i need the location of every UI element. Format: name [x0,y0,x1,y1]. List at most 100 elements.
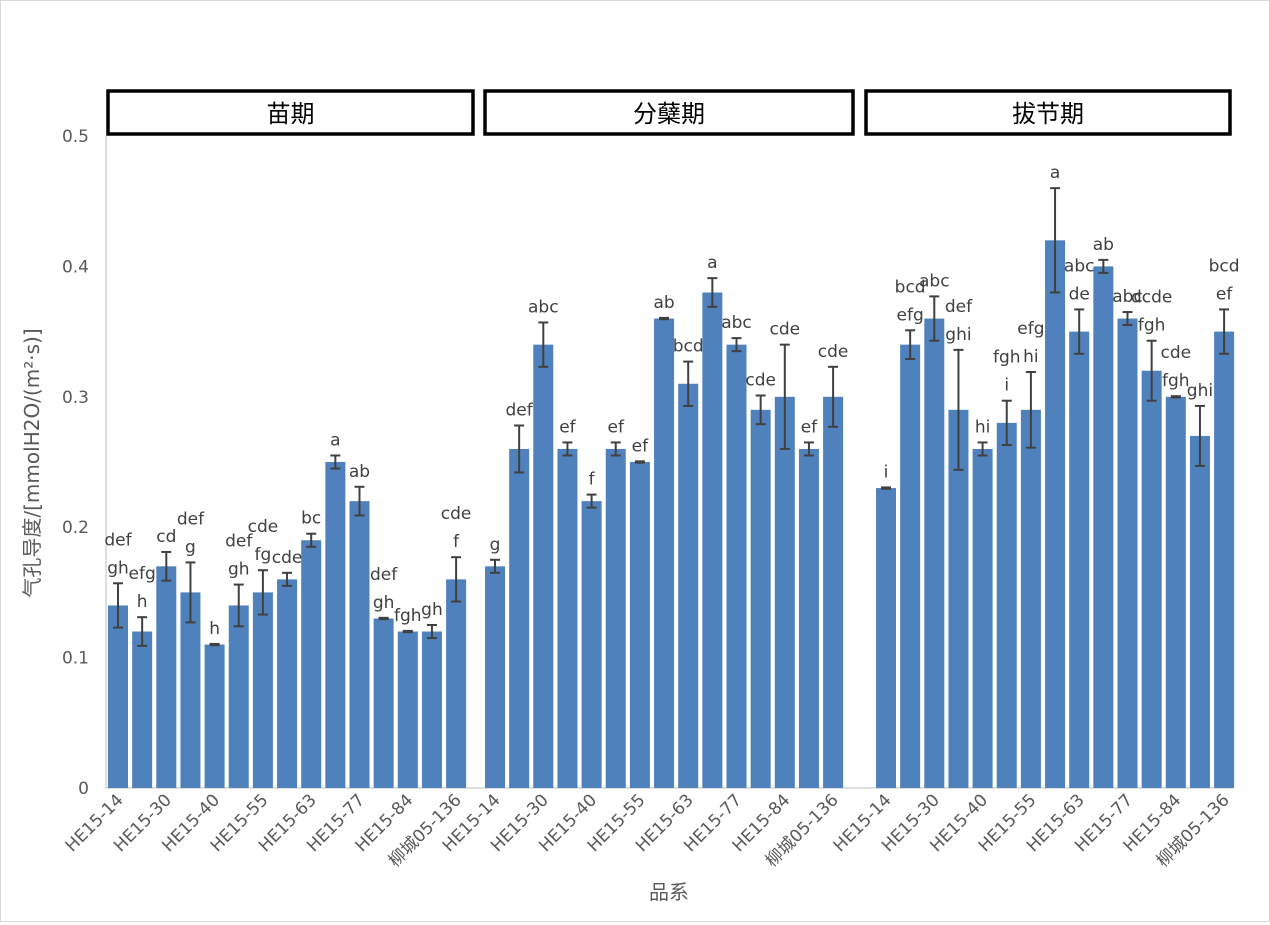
significance-label: def [506,400,534,420]
significance-label: ef [608,417,625,437]
y-tick-label: 0.2 [62,518,89,538]
significance-label: fg [255,545,272,565]
bar [1045,240,1066,788]
bar [774,396,795,788]
significance-label: fgh [993,348,1021,368]
bar [108,605,128,788]
significance-label: cde [272,548,303,568]
bar [156,566,177,788]
bar [876,488,896,788]
bar [509,448,530,788]
significance-label: abc [919,271,950,291]
bar [726,344,747,788]
bar [996,422,1017,788]
significance-label: ef [559,417,576,437]
significance-label: ab [349,462,370,482]
panel-header-box [106,89,475,136]
significance-label: f [589,470,596,490]
bar [325,462,346,788]
significance-label: bcd [1209,256,1240,276]
panel-header-title: 分蘖期 [633,100,705,128]
significance-label: ghi [1187,381,1213,401]
significance-label: cd [156,527,176,547]
significance-label: a [707,253,717,273]
significance-label: abc [1112,287,1143,307]
bar [277,579,298,788]
y-tick-label: 0.4 [62,257,89,277]
significance-label: ef [632,436,649,456]
significance-label: ghi [945,325,971,345]
bar [1165,396,1186,788]
bar [750,409,771,788]
significance-label: gh [228,560,250,580]
significance-label: i [1004,376,1009,396]
bar [1117,318,1138,788]
significance-label: h [209,619,220,639]
significance-label: fgh [1162,371,1190,391]
panel-header-box [864,89,1232,136]
significance-label: efg [129,564,156,584]
bar [798,448,819,788]
y-tick-label: 0.3 [62,388,89,408]
significance-label: bc [301,509,321,529]
significance-label: cde [818,342,849,362]
significance-label: cde [745,370,776,390]
bar [1214,331,1235,788]
bar [252,592,273,788]
significance-label: abc [721,313,752,333]
panel-header-box [483,89,855,136]
bar [533,344,554,788]
error-bars [113,187,1230,647]
panel-header-title: 拔节期 [1012,100,1084,128]
significance-label: de [1069,284,1090,304]
significance-label: gh [373,593,395,613]
bar [373,618,394,788]
bar [629,462,650,788]
y-tick-label: 0.5 [62,127,89,147]
significance-label: bcd [895,277,926,297]
significance-label: cde [441,504,472,524]
significance-label: hi [1023,347,1039,367]
bar [702,292,723,788]
significance-label: ab [1093,235,1114,255]
significance-label: a [1050,163,1060,183]
bars [108,240,1235,788]
significance-label: abc [528,297,559,317]
y-tick-label: 0 [78,779,89,799]
significance-label: efg [897,305,924,325]
bar [900,344,921,788]
significance-label: g [490,535,501,555]
significance-label: def [370,565,398,585]
bar [654,318,675,788]
bar [581,501,602,788]
bar [228,605,249,788]
y-axis-label: 气孔导度/[mmolH2O/(m²·s)] [20,328,44,597]
significance-label: def [945,297,973,317]
bar [605,448,626,788]
significance-label: hi [975,417,991,437]
significance-label: fgh [1138,316,1166,336]
bar [1189,435,1210,788]
significance-label: def [225,532,253,552]
bar [446,579,467,788]
significance-label: gh [421,600,443,620]
significance-label: a [330,430,340,450]
bar [1020,409,1041,788]
y-tick-label: 0.1 [62,649,89,669]
bar [204,644,225,788]
significance-label: abc [1064,256,1095,276]
significance-label: ef [1216,284,1233,304]
significance-label: i [884,462,889,482]
bar [301,540,322,788]
panel-header-title: 苗期 [267,100,315,128]
x-axis-label: 品系 [649,880,689,904]
bar [132,631,153,788]
significance-label: def [177,509,205,529]
significance-label: f [453,532,460,552]
significance-label: efg [1017,319,1044,339]
bar [972,448,993,788]
bar [180,592,201,788]
bar [1069,331,1090,788]
